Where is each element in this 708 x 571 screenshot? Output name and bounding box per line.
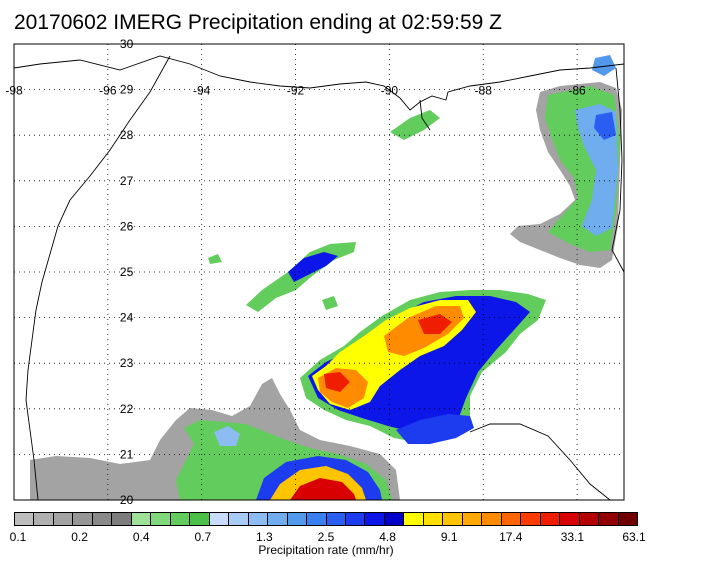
colorbar-tick-label: 0.4 xyxy=(132,530,150,544)
colorbar-swatch xyxy=(384,513,405,525)
colorbar-swatch xyxy=(326,513,346,525)
colorbar-tick-label: 33.1 xyxy=(560,530,585,544)
colorbar-swatch xyxy=(15,513,35,525)
main-convective-complex-red xyxy=(418,314,452,334)
colorbar-title: Precipitation rate (mm/hr) xyxy=(258,543,394,557)
latitude-label: 28 xyxy=(120,128,134,142)
colorbar-swatch xyxy=(599,513,619,525)
south-gulf-rain-lightblue xyxy=(214,426,240,446)
latitude-label: 27 xyxy=(120,174,134,188)
colorbar-tick-label: 4.8 xyxy=(379,530,396,544)
small-green-cell xyxy=(322,296,338,310)
colorbar-tick-label: 9.1 xyxy=(440,530,458,544)
latitude-label: 29 xyxy=(120,83,134,97)
colorbar-swatch xyxy=(287,513,308,525)
precipitation-colorbar xyxy=(14,512,638,526)
precipitation-layer xyxy=(30,55,622,500)
longitude-label: -90 xyxy=(381,84,399,98)
colorbar-swatch xyxy=(482,513,502,525)
colorbar-tick-label: 1.3 xyxy=(256,530,273,544)
colorbar-swatch xyxy=(131,513,152,525)
colorbar-swatch xyxy=(190,513,210,525)
colorbar-swatch xyxy=(618,513,637,525)
longitude-label: -96 xyxy=(99,84,117,98)
colorbar-swatch xyxy=(268,513,288,525)
map-frame xyxy=(13,43,625,501)
latitude-label: 24 xyxy=(120,311,134,325)
colorbar-swatch xyxy=(501,513,522,525)
colorbar-swatch xyxy=(112,513,132,525)
colorbar-swatch xyxy=(307,513,327,525)
colorbar-swatch xyxy=(423,513,444,525)
map-title: 20170602 IMERG Precipitation ending at 0… xyxy=(14,11,502,34)
colorbar-swatch xyxy=(170,513,191,525)
latitude-label: 21 xyxy=(120,447,134,461)
yucatan-coast xyxy=(469,423,611,500)
longitude-label: -88 xyxy=(475,84,493,98)
colorbar-swatch xyxy=(560,513,580,525)
colorbar-tick-label: 0.7 xyxy=(194,530,212,544)
colorbar-swatch xyxy=(151,513,171,525)
florida-coast xyxy=(611,67,624,273)
colorbar-swatch xyxy=(229,513,249,525)
coastal-green-cell xyxy=(390,110,440,140)
longitude-label: -94 xyxy=(193,84,211,98)
colorbar-swatch xyxy=(404,513,424,525)
colorbar-swatch xyxy=(443,513,463,525)
south-gulf-rain-red xyxy=(290,478,356,500)
southeast-blue-band xyxy=(396,414,474,444)
latitude-label: 22 xyxy=(120,402,134,416)
colorbar-swatch xyxy=(92,513,113,525)
longitude-label: -92 xyxy=(287,84,305,98)
colorbar-tick-label: 63.1 xyxy=(622,530,646,544)
eastern-gulf-cells-dark xyxy=(594,112,616,140)
small-green-cell-west xyxy=(208,254,222,264)
colorbar-tick-label: 2.5 xyxy=(317,530,335,544)
colorbar-swatch xyxy=(248,513,269,525)
colorbar-swatch xyxy=(579,513,600,525)
colorbar-tick-label: 0.1 xyxy=(9,530,27,544)
colorbar-tick-label: 17.4 xyxy=(499,530,523,544)
colorbar-swatch xyxy=(365,513,385,525)
delta-coast xyxy=(419,99,431,131)
colorbar-swatch xyxy=(345,513,366,525)
western-rain-band-blue xyxy=(288,252,338,282)
colorbar-swatch xyxy=(209,513,230,525)
colorbar-swatch xyxy=(34,513,54,525)
colorbar-swatch xyxy=(73,513,93,525)
latitude-label: 23 xyxy=(120,356,134,370)
colorbar-swatch xyxy=(462,513,483,525)
colorbar-swatch xyxy=(540,513,561,525)
latitude-label: 26 xyxy=(120,219,134,233)
colorbar-tick-label: 0.2 xyxy=(71,530,88,544)
latitude-label: 25 xyxy=(120,265,134,279)
northeast-blue-cell xyxy=(592,55,616,76)
northern-gulf-coast xyxy=(14,55,624,111)
longitude-label: -86 xyxy=(568,84,586,98)
main-convective-complex-red-west xyxy=(324,372,350,392)
colorbar-swatch xyxy=(521,513,541,525)
colorbar-swatch xyxy=(53,513,74,525)
